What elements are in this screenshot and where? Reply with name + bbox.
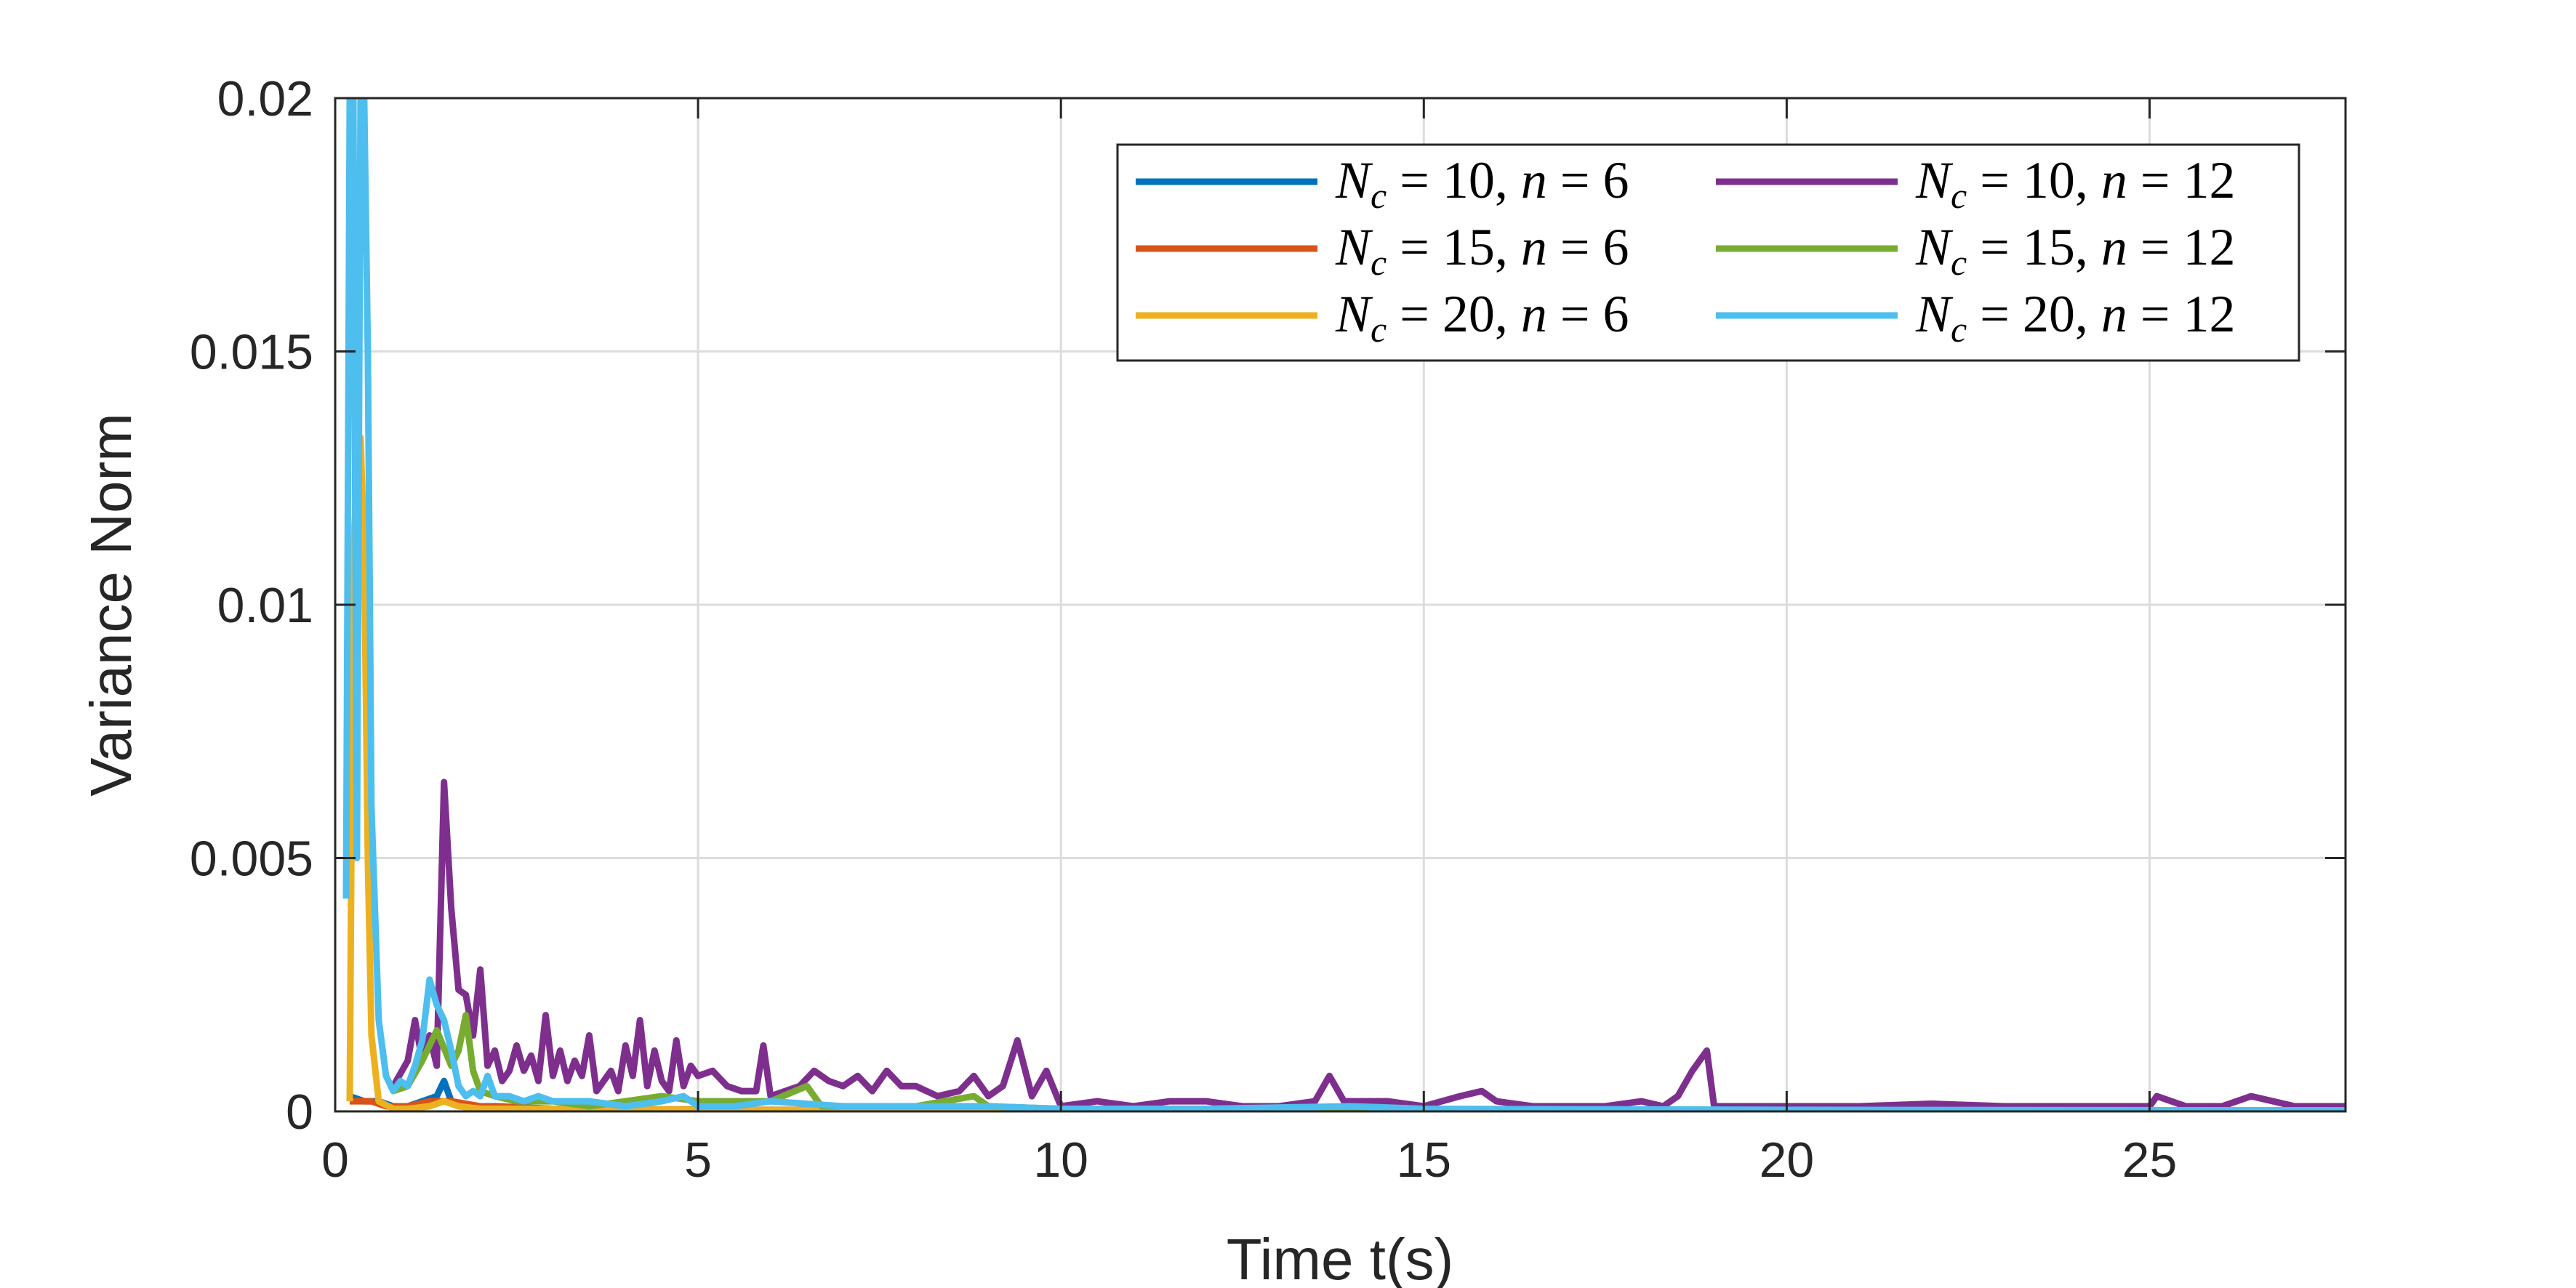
x-tick-label: 10 <box>1033 1132 1088 1188</box>
y-tick-label: 0.02 <box>217 71 313 126</box>
legend: Nc = 10, n = 6Nc = 15, n = 6Nc = 20, n =… <box>1116 143 2300 362</box>
y-tick-label: 0.015 <box>190 325 313 380</box>
legend-entry: Nc = 20, n = 12 <box>1716 285 2235 350</box>
y-axis-label: Variance Norm <box>79 413 143 797</box>
legend-label: Nc = 15, n = 6 <box>1335 218 1629 283</box>
x-axis-label: Time t(s) <box>1227 1227 1454 1288</box>
legend-label: Nc = 20, n = 12 <box>1915 285 2235 350</box>
legend-label: Nc = 20, n = 6 <box>1335 285 1629 350</box>
legend-entry: Nc = 15, n = 6 <box>1136 218 1629 283</box>
legend-entry: Nc = 10, n = 12 <box>1716 151 2235 216</box>
axis-ticks: 0 5 10 15 20 25 0 0.005 0.01 0.015 0.02 <box>190 71 2346 1188</box>
x-tick-label: 0 <box>321 1132 349 1188</box>
y-tick-label: 0.005 <box>190 832 313 887</box>
y-tick-label: 0 <box>286 1084 313 1140</box>
x-tick-label: 5 <box>684 1132 712 1188</box>
x-tick-label: 20 <box>1760 1132 1815 1188</box>
x-tick-label: 25 <box>2122 1132 2178 1188</box>
legend-entry: Nc = 15, n = 12 <box>1716 218 2235 283</box>
legend-entry: Nc = 20, n = 6 <box>1136 285 1629 350</box>
legend-label: Nc = 15, n = 12 <box>1915 218 2235 283</box>
series-line <box>342 98 2346 1111</box>
x-tick-label: 15 <box>1396 1132 1451 1188</box>
legend-label: Nc = 10, n = 6 <box>1335 151 1629 216</box>
y-tick-label: 0.01 <box>217 578 313 633</box>
legend-entry: Nc = 10, n = 6 <box>1136 151 1629 216</box>
legend-label: Nc = 10, n = 12 <box>1915 151 2235 216</box>
